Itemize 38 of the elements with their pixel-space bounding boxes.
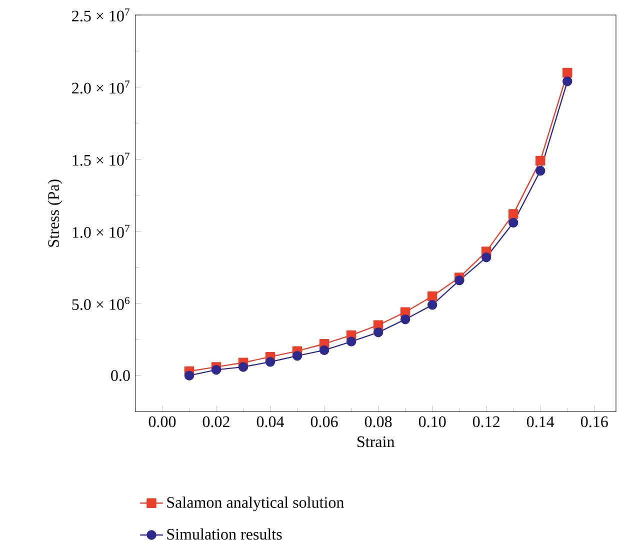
- x-tick-label: 0.10: [418, 416, 446, 428]
- point: [535, 166, 546, 176]
- point: [184, 370, 194, 381]
- x-tick-label: 0.02: [202, 416, 230, 428]
- point: [427, 300, 438, 310]
- y-tick-label: 2.5 × 10$^{7}$: [72, 8, 130, 22]
- legend-label: Simulation results: [167, 528, 282, 540]
- x-tick-label: 0.14: [526, 416, 554, 428]
- point: [400, 314, 410, 324]
- point: [211, 365, 222, 375]
- point: [508, 218, 518, 228]
- point: [562, 76, 572, 86]
- x-tick-label: 0.04: [256, 416, 284, 428]
- x-tick-label: 0.06: [310, 416, 338, 428]
- y-tick-label: 2.0 × 10$^{7}$: [72, 80, 130, 94]
- point: [427, 291, 438, 302]
- x-tick-label: 0.08: [364, 416, 392, 428]
- point: [508, 209, 518, 219]
- x-tick-label: 0.12: [472, 416, 500, 428]
- x-tick-label: 0.00: [148, 416, 176, 428]
- y-tick-label: 1.0 × 10$^{7}$: [72, 224, 130, 238]
- y-tick-label: 0.0: [111, 370, 130, 382]
- x-tick-label: 0.16: [580, 416, 608, 428]
- point: [346, 336, 356, 346]
- x-axis-title: Strain: [358, 436, 395, 448]
- y-axis-title: Stress (Pa): [48, 180, 62, 247]
- y-tick-label: 1.5 × 10$^{7}$: [72, 152, 130, 166]
- point: [562, 68, 572, 78]
- point: [373, 328, 384, 338]
- point: [238, 362, 248, 372]
- point: [265, 357, 276, 367]
- point: [292, 351, 302, 361]
- point: [535, 156, 546, 166]
- y-tick-label: 5.0 × 10$^{6}$: [72, 296, 130, 310]
- point: [319, 345, 330, 356]
- legend-label: Salamon analytical solution: [167, 496, 344, 512]
- point: [481, 252, 492, 262]
- point: [454, 276, 464, 286]
